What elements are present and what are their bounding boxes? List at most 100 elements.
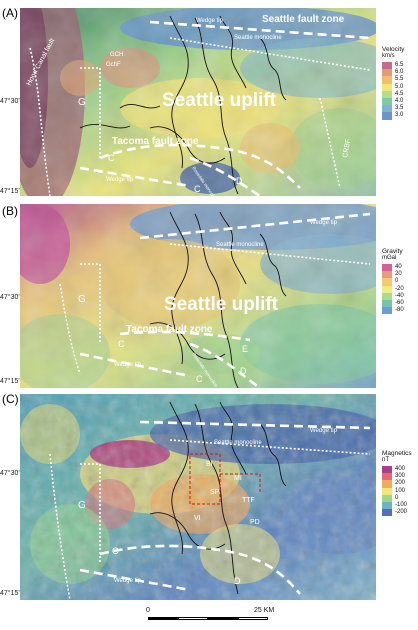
panel-a-legend-title: Velocity bbox=[382, 46, 405, 53]
legend-tick-label: -40 bbox=[395, 292, 404, 299]
panel-b-e: E bbox=[242, 344, 248, 354]
legend-tick-label: -60 bbox=[395, 299, 404, 306]
legend-swatch: -20 bbox=[382, 285, 404, 293]
panel-b-tacoma-fault-zone: Tacoma fault zone bbox=[126, 324, 213, 335]
panel-c-g: G bbox=[78, 500, 86, 511]
legend-swatch: 300 bbox=[382, 473, 405, 481]
legend-tick-label: 4.0 bbox=[395, 97, 404, 104]
legend-swatch: -100 bbox=[382, 501, 407, 510]
legend-swatch: 6.5 bbox=[382, 62, 403, 70]
legend-tick-label: 3.0 bbox=[395, 112, 404, 119]
panel-c-legend-title: Magnetics bbox=[382, 450, 412, 457]
legend-tick-label: 100 bbox=[395, 487, 406, 494]
panel-c-ttf: TTF bbox=[242, 497, 255, 504]
legend-swatch: 20 bbox=[382, 271, 402, 279]
panel-c-bi: BI bbox=[206, 461, 213, 468]
legend-tick-label: 200 bbox=[395, 480, 406, 487]
panel-b-lat-top: 47°30' bbox=[0, 294, 20, 301]
legend-swatch: 200 bbox=[382, 480, 405, 488]
panel-c-seattle-monocline: Seattle monocline bbox=[214, 440, 262, 446]
legend-swatch: 5.0 bbox=[382, 83, 403, 91]
panel-b-wedge-tip: Wedge tip bbox=[310, 220, 338, 226]
panel-a-c2: C bbox=[194, 184, 201, 194]
panel-a-gch: GCH bbox=[110, 52, 123, 58]
legend-swatch: 400 bbox=[382, 466, 405, 474]
legend-swatch: 40 bbox=[382, 264, 402, 272]
legend-swatch: 0 bbox=[382, 494, 398, 502]
panel-b-seattle-monocline: Seattle monocline bbox=[216, 242, 264, 248]
legend-swatch: 4.0 bbox=[382, 97, 403, 106]
legend-tick-label: 0 bbox=[395, 494, 399, 501]
legend-swatch: 0 bbox=[382, 278, 398, 286]
legend-swatch: 3.0 bbox=[382, 112, 403, 120]
panel-b-legend-title: Gravity bbox=[382, 248, 403, 255]
panel-b-c2: C bbox=[196, 374, 203, 384]
panel-a-tacoma-fault-zone: Tacoma fault zone bbox=[112, 136, 199, 147]
panel-a-seattle-fault-zone: Seattle fault zone bbox=[262, 14, 345, 25]
legend-tick-label: 300 bbox=[395, 473, 406, 480]
panel-b-d: D bbox=[240, 366, 247, 376]
panel-a-crbf: CRBF bbox=[342, 138, 352, 158]
panel-c-sp: SP bbox=[210, 489, 220, 496]
panel-a-label: (A) bbox=[2, 6, 18, 20]
panel-b-seattle-uplift: Seattle uplift bbox=[164, 294, 279, 315]
legend-swatch: -200 bbox=[382, 509, 407, 517]
panel-c-mi: MI bbox=[234, 475, 242, 482]
panel-c-legend: Magnetics nT 400 300 200 100 0 -100 -200 bbox=[382, 450, 418, 517]
legend-tick-label: 400 bbox=[395, 466, 406, 472]
panel-a-c1: C bbox=[108, 153, 115, 163]
panel-b-wedge-tip-lower: Wedge tip bbox=[114, 362, 142, 368]
panel-a-seattle-monocline: Seattle monocline bbox=[234, 35, 282, 41]
legend-tick-label: 40 bbox=[395, 264, 402, 270]
legend-tick-label: 4.5 bbox=[395, 90, 404, 97]
legend-swatch: 5.5 bbox=[382, 76, 403, 84]
scale-zero: 0 bbox=[146, 607, 150, 614]
panel-c-label: (C) bbox=[2, 392, 19, 406]
legend-tick-label: 5.5 bbox=[395, 76, 404, 83]
legend-tick-label: 6.0 bbox=[395, 69, 404, 76]
legend-swatch: -40 bbox=[382, 292, 404, 300]
legend-swatch: 4.5 bbox=[382, 90, 403, 98]
panel-c-vi: VI bbox=[194, 515, 201, 522]
legend-swatch: -60 bbox=[382, 299, 404, 308]
panel-b-legend: Gravity mGal 40 20 0 -20 -40 -60 -80 bbox=[382, 248, 418, 315]
legend-swatch: -80 bbox=[382, 307, 404, 315]
panel-c-wedge-tip: Wedge tip bbox=[310, 428, 338, 434]
panel-c-lat-top: 47°30' bbox=[0, 470, 20, 477]
panel-b-lat-bottom: 47°15' bbox=[0, 378, 20, 385]
panel-a-d: D bbox=[236, 176, 243, 186]
legend-tick-label: -80 bbox=[395, 307, 404, 314]
legend-tick-label: -100 bbox=[395, 501, 408, 508]
panel-c-legend-swatches: 400 300 200 100 0 -100 -200 bbox=[382, 466, 418, 517]
panel-a-wedge-tip-lower: Wedge tip bbox=[106, 177, 134, 183]
legend-tick-label: -200 bbox=[395, 509, 408, 516]
panel-a-g: G bbox=[78, 97, 86, 108]
legend-tick-label: 6.5 bbox=[395, 62, 404, 68]
panel-a-wedge-tip: Wedge tip bbox=[196, 18, 224, 24]
panel-b-c1: C bbox=[118, 339, 125, 349]
panel-c-wedge-tip-lower: Wedge tip bbox=[114, 578, 142, 584]
panel-a-seattle-uplift: Seattle uplift bbox=[162, 90, 277, 111]
panel-a-gchf: GchF bbox=[106, 62, 121, 68]
panel-a-lat-top: 47°30' bbox=[0, 98, 20, 105]
legend-tick-label: 20 bbox=[395, 271, 402, 278]
legend-swatch: 6.0 bbox=[382, 69, 403, 77]
legend-tick-label: 0 bbox=[395, 278, 399, 285]
legend-tick-label: 3.5 bbox=[395, 105, 404, 112]
panel-c-pd: PD bbox=[250, 519, 260, 526]
panel-a-legend: Velocity km/s 6.5 6.0 5.5 5.0 4.5 4.0 3.5 3.0 bbox=[382, 46, 418, 120]
panel-c-d: D bbox=[234, 576, 241, 586]
legend-swatch: 3.5 bbox=[382, 105, 403, 113]
scale-bar bbox=[148, 617, 322, 621]
legend-tick-label: -20 bbox=[395, 285, 404, 292]
panel-b-g: G bbox=[78, 294, 86, 305]
panel-b-map: Wedge tip Seattle monocline G Seattle up… bbox=[20, 204, 376, 388]
panel-a-legend-swatches: 6.5 6.0 5.5 5.0 4.5 4.0 3.5 3.0 bbox=[382, 62, 418, 120]
legend-tick-label: 5.0 bbox=[395, 83, 404, 90]
panel-b-label: (B) bbox=[2, 204, 18, 218]
panel-b-legend-swatches: 40 20 0 -20 -40 -60 -80 bbox=[382, 264, 418, 315]
panel-c-c: C bbox=[112, 546, 119, 556]
panel-a-map: Seattle fault zone Wedge tip Seattle mon… bbox=[20, 8, 376, 196]
scale-value: 25 KM bbox=[254, 607, 275, 614]
panel-c-map: Wedge tip Seattle monocline G C D Wedge … bbox=[20, 394, 376, 600]
